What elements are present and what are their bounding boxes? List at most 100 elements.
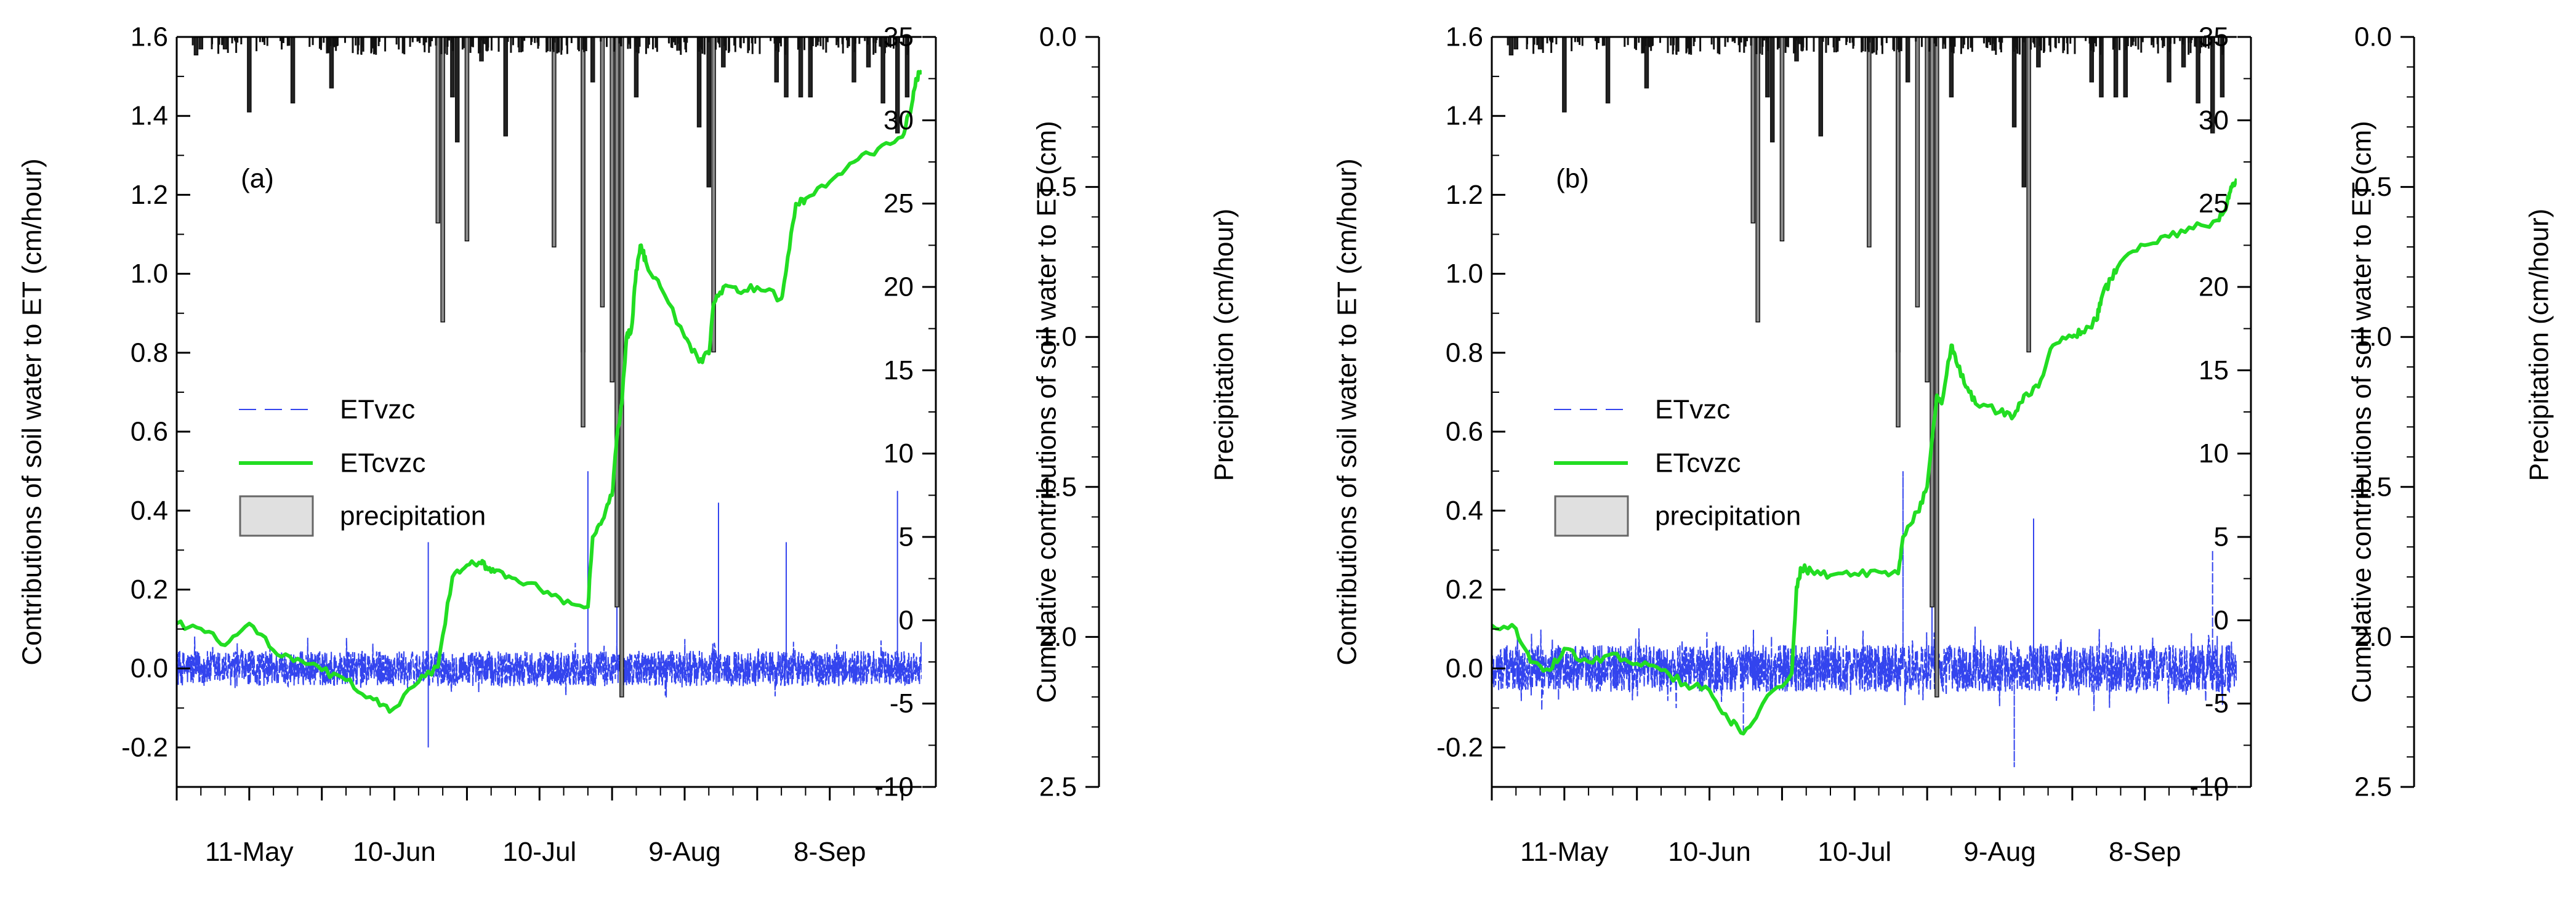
panel-label: (b)	[1556, 164, 1589, 194]
precipitation-bar	[773, 37, 776, 44]
precipitation-bar	[2199, 37, 2201, 41]
precipitation-bar	[613, 37, 616, 50]
precipitation-bar	[323, 37, 325, 43]
legend-label-etvzc: ETvzc	[1655, 395, 1730, 425]
precipitation-bar	[448, 37, 450, 41]
precipitation-bar	[1991, 37, 1994, 44]
precipitation-bar	[2202, 37, 2205, 47]
precipitation-bar	[1900, 37, 1902, 52]
precipitation-bar	[226, 37, 228, 43]
precipitation-bar	[198, 37, 204, 50]
precipitation-bar	[262, 37, 264, 42]
precipitation-bar	[2039, 37, 2042, 44]
precipitation-bar	[1548, 37, 1551, 41]
precipitation-bar	[1784, 37, 1787, 53]
precipitation-bar	[1699, 37, 1702, 52]
precipitation-bar	[1838, 37, 1841, 41]
precipitation-bar	[845, 37, 848, 41]
precipitation-bar	[545, 37, 548, 43]
precipitation-bar	[221, 37, 223, 46]
precip-tick-label: 2.5	[1039, 772, 1077, 802]
precipitation-bar	[461, 37, 464, 50]
precipitation-bar	[728, 37, 731, 52]
precipitation-bar	[2016, 37, 2018, 50]
precipitation-bar	[218, 37, 220, 45]
precipitation-bar	[1740, 37, 1742, 43]
right-tick-label: 15	[883, 355, 914, 385]
precipitation-bar	[1998, 37, 2000, 42]
left-axis-title: Contributions of soil water to ET (cm/ho…	[1332, 158, 1362, 665]
precipitation-bar	[817, 37, 819, 42]
precipitation-bar	[1915, 37, 1920, 308]
precipitation-bar	[2123, 37, 2128, 98]
precipitation-bar	[1597, 37, 1600, 43]
precipitation-bar	[503, 37, 509, 137]
precipitation-bar	[634, 37, 639, 98]
precipitation-bar	[883, 37, 886, 41]
precip-tick-label: 0.5	[1039, 172, 1077, 202]
left-tick-label: 0.2	[131, 574, 168, 605]
precipitation-bar	[1898, 37, 1901, 52]
precipitation-bar	[2188, 37, 2190, 55]
precipitation-bar	[718, 37, 720, 44]
precipitation-bar	[256, 37, 258, 52]
precipitation-bar	[895, 37, 900, 134]
precipitation-bar	[676, 37, 678, 51]
precipitation-bar	[680, 37, 682, 55]
precipitation-bar	[784, 37, 789, 98]
precipitation-bar	[1650, 37, 1652, 47]
precipitation-bar	[464, 37, 470, 242]
precipitation-bar	[1526, 37, 1528, 49]
precipitation-bar	[2157, 37, 2159, 54]
precipitation-bar	[2113, 37, 2119, 98]
precipitation-bar	[1935, 37, 1938, 47]
precipitation-bar	[1686, 37, 1688, 52]
precip-tick-label: 0.5	[2354, 172, 2392, 202]
precip-tick-label: 1.0	[1039, 322, 1077, 352]
precipitation-bar	[1769, 37, 1775, 143]
precipitation-bar	[217, 37, 220, 54]
legend: ETvzc ETcvzc precipitation	[239, 395, 486, 537]
precip-tick-label: 2.0	[1039, 622, 1077, 652]
left-tick-label: -0.2	[1436, 732, 1483, 762]
precipitation-bar	[855, 37, 857, 44]
right-tick-label: 25	[2199, 188, 2229, 219]
precipitation-bar	[2058, 37, 2060, 44]
precipitation-bar	[778, 37, 780, 52]
precipitation-bar	[748, 37, 751, 51]
precipitation-bar	[1864, 37, 1867, 52]
precipitation-bar	[2090, 37, 2092, 51]
precipitation-bar	[1942, 37, 1944, 49]
left-tick-label: 1.0	[131, 259, 168, 289]
precipitation-bar	[1717, 37, 1719, 54]
left-tick-label: 0.0	[1446, 653, 1483, 683]
precipitation-bar	[431, 37, 433, 41]
precipitation-bar	[2016, 37, 2018, 42]
precipitation-bar	[2030, 37, 2032, 50]
legend-label-etcvzc: ETcvzc	[1655, 448, 1741, 478]
right-axis-title: Cumulative contributions of soil water t…	[2347, 121, 2377, 703]
precipitation-bar	[1933, 37, 1936, 44]
precipitation-bar	[654, 37, 657, 48]
precipitation-bar	[2170, 37, 2172, 44]
precipitation-bar	[685, 37, 687, 52]
precipitation-bar	[614, 37, 619, 608]
precipitation-bar	[282, 37, 284, 43]
precipitation-bar	[556, 37, 558, 54]
precipitation-bar	[1537, 37, 1539, 44]
right-tick-label: 5	[899, 522, 914, 552]
precipitation-bar	[545, 37, 548, 53]
precipitation-bar	[1550, 37, 1553, 53]
precipitation-bar	[411, 37, 414, 42]
precipitation-bar	[1950, 37, 1952, 47]
precipitation-bar	[570, 37, 573, 43]
right-tick-label: 35	[883, 22, 914, 52]
precipitation-bar	[2199, 37, 2201, 54]
precipitation-bar	[610, 37, 614, 383]
precipitation-bar	[2130, 37, 2132, 47]
precipitation-bar	[1743, 37, 1745, 53]
precipitation-bar	[240, 37, 243, 45]
precipitation-bar	[510, 37, 512, 53]
precipitation-bar	[428, 37, 430, 53]
precipitation-bar	[470, 37, 473, 47]
